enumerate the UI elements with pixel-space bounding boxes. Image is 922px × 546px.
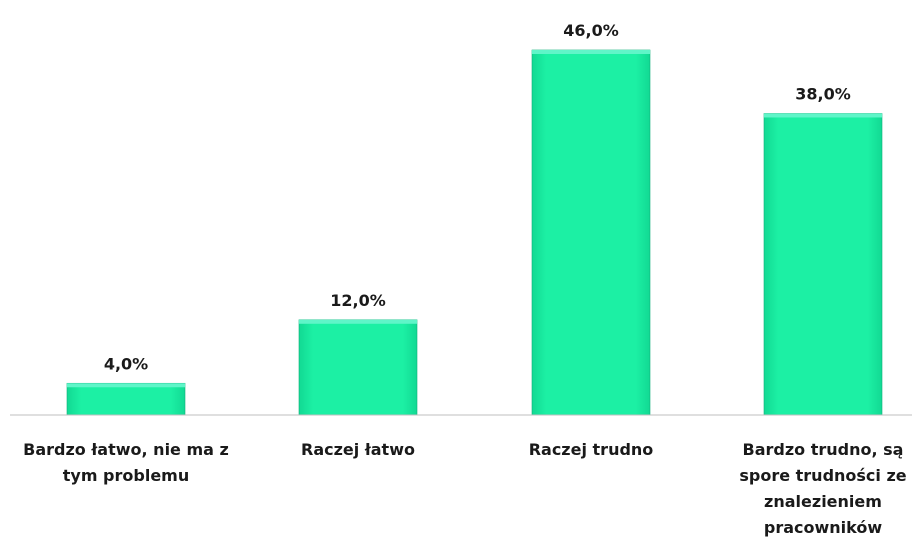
labels-layer: 4,0% 12,0% 46,0% 38,0% <box>104 21 851 373</box>
bar-top-highlight-4 <box>764 113 882 118</box>
category-label-3: Raczej trudno <box>529 440 654 459</box>
category-label-line: Bardzo łatwo, nie ma z <box>23 440 229 459</box>
category-label-line: Raczej trudno <box>529 440 654 459</box>
bar-top-highlight-2 <box>299 319 417 324</box>
category-label-line: znalezieniem <box>764 492 882 511</box>
category-label-line: Raczej łatwo <box>301 440 415 459</box>
category-label-line: spore trudności ze <box>739 466 906 485</box>
category-label-4: Bardzo trudno, są spore trudności ze znale… <box>739 440 906 537</box>
category-label-1: Bardzo łatwo, nie ma z tym problemu <box>23 440 229 485</box>
bar-3 <box>531 49 651 416</box>
category-label-line: pracowników <box>764 518 882 537</box>
category-label-line: Bardzo trudno, są <box>743 440 904 459</box>
category-label-line: tym problemu <box>63 466 190 485</box>
data-label-2: 12,0% <box>330 291 386 310</box>
data-label-3: 46,0% <box>563 21 619 40</box>
bars-layer <box>66 49 883 416</box>
data-label-4: 38,0% <box>795 84 851 103</box>
bar-top-highlight-3 <box>532 50 650 54</box>
bar-1 <box>66 382 186 416</box>
bar-2 <box>298 319 418 416</box>
bar-4 <box>763 113 883 416</box>
data-label-1: 4,0% <box>104 354 148 373</box>
category-label-2: Raczej łatwo <box>301 440 415 459</box>
bar-top-highlight-1 <box>67 383 185 388</box>
category-labels-layer: Bardzo łatwo, nie ma z tym problemu Raczej… <box>23 440 907 537</box>
